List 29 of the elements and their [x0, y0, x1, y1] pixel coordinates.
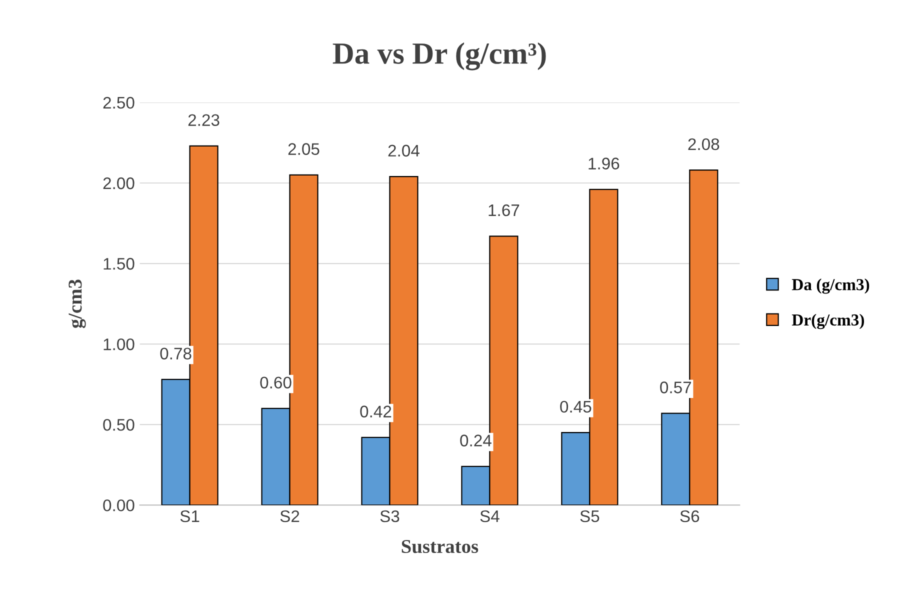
data-label: 2.23 — [188, 114, 220, 126]
y-axis-title: g/cm3 — [68, 280, 86, 328]
legend-label: Da (g/cm3) — [792, 278, 870, 294]
x-tick-label: S3 — [380, 510, 400, 522]
data-label: 0.24 — [460, 434, 492, 446]
data-label: 2.08 — [688, 138, 720, 150]
x-tick-label: S1 — [180, 510, 200, 522]
y-tick-label: 0.50 — [103, 418, 134, 431]
data-label: 0.60 — [260, 376, 292, 388]
legend-label: Dr(g/cm3) — [792, 314, 864, 330]
data-label: 0.57 — [660, 382, 692, 394]
y-tick-label: 1.50 — [104, 258, 134, 270]
y-tick-label: 1.00 — [104, 338, 134, 350]
data-label: 2.05 — [288, 143, 320, 155]
chart-title: Da vs Dr (g/cm³) — [332, 42, 546, 70]
x-tick-label: S2 — [280, 510, 300, 522]
data-label: 0.42 — [360, 406, 392, 418]
y-tick-label: 2.50 — [103, 96, 134, 109]
y-tick-label: 2.00 — [103, 177, 134, 190]
x-axis-title: Sustratos — [402, 540, 478, 554]
data-label: 0.78 — [160, 348, 192, 360]
y-tick-label: 0.00 — [103, 499, 134, 512]
x-tick-label: S5 — [580, 510, 600, 522]
data-label: 1.96 — [588, 158, 620, 170]
data-label: 2.04 — [388, 144, 420, 157]
data-label: 0.45 — [560, 400, 592, 413]
x-tick-label: S4 — [480, 510, 500, 522]
data-label: 1.67 — [488, 204, 520, 216]
x-tick-label: S6 — [680, 510, 700, 522]
